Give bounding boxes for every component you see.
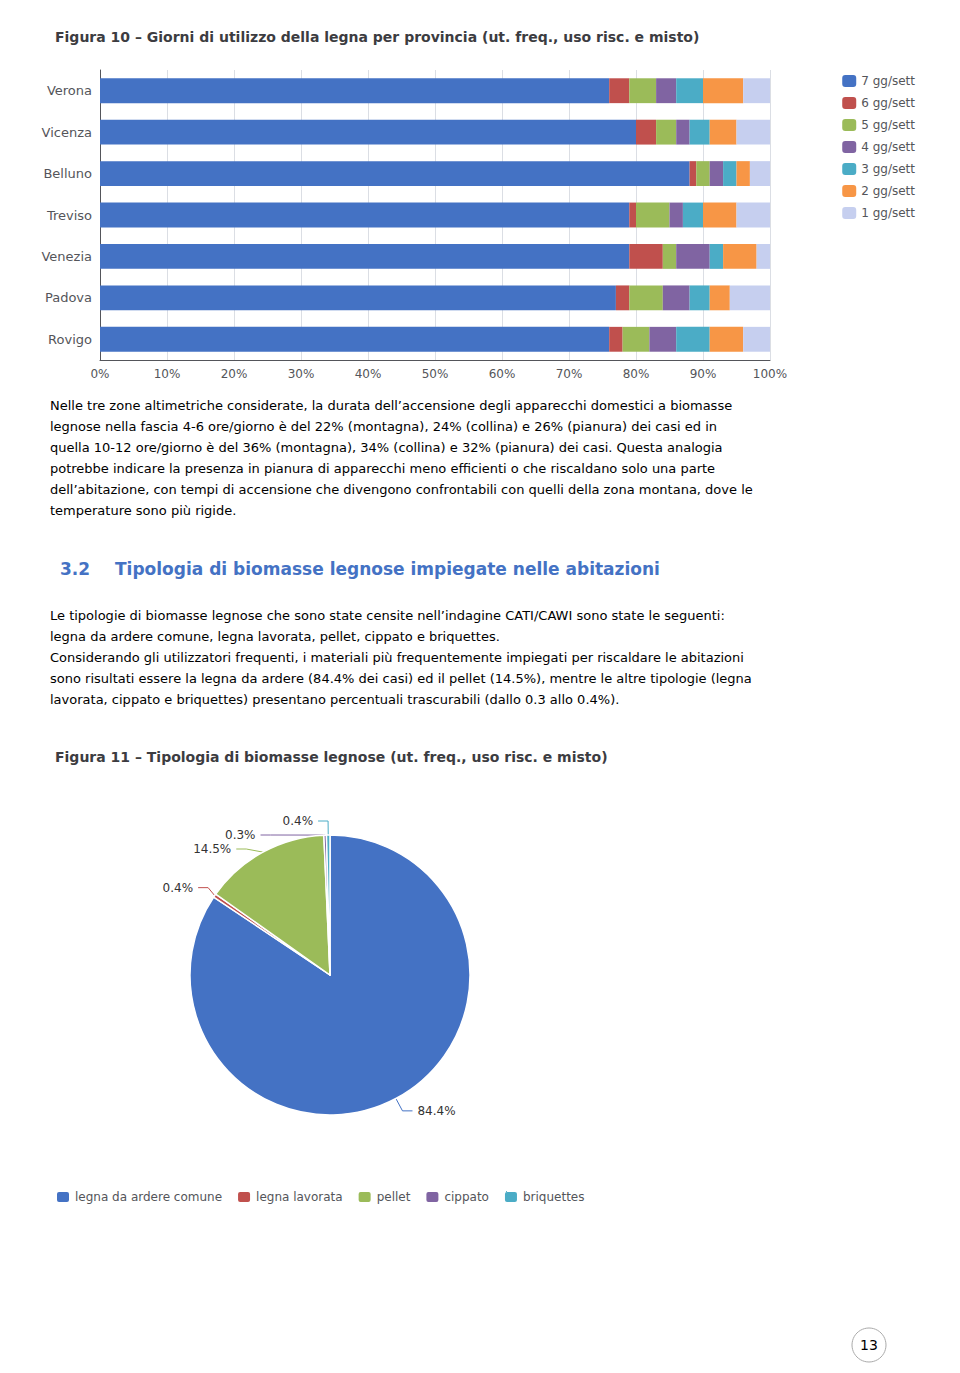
svg-text:5 gg/sett: 5 gg/sett xyxy=(861,118,915,132)
svg-text:70%: 70% xyxy=(556,367,583,381)
svg-text:lavorata, cippato e briquettes: lavorata, cippato e briquettes) presenta… xyxy=(50,692,619,707)
svg-text:Treviso: Treviso xyxy=(46,208,92,223)
svg-text:pellet: pellet xyxy=(377,1190,411,1204)
svg-text:0.4%: 0.4% xyxy=(283,814,314,828)
svg-text:0%: 0% xyxy=(90,367,109,381)
svg-text:quella 10-12 ore/giorno è del: quella 10-12 ore/giorno è del 36% (monta… xyxy=(50,440,723,455)
svg-text:Belluno: Belluno xyxy=(43,166,92,181)
svg-text:7 gg/sett: 7 gg/sett xyxy=(861,74,915,88)
svg-text:potrebbe indicare la presenza: potrebbe indicare la presenza in pianura… xyxy=(50,461,715,476)
svg-text:sono risultati essere la legna: sono risultati essere la legna da ardere… xyxy=(50,671,752,686)
svg-text:temperature sono più rigide.: temperature sono più rigide. xyxy=(50,503,236,518)
svg-text:briquettes: briquettes xyxy=(523,1190,585,1204)
svg-text:Figura 10 – Giorni di utilizzo: Figura 10 – Giorni di utilizzo della leg… xyxy=(55,29,699,45)
svg-text:legna da ardere comune, legna: legna da ardere comune, legna lavorata, … xyxy=(50,629,500,644)
svg-text:13: 13 xyxy=(860,1337,878,1353)
svg-text:0.4%: 0.4% xyxy=(163,881,194,895)
svg-text:30%: 30% xyxy=(288,367,315,381)
svg-text:40%: 40% xyxy=(355,367,382,381)
svg-text:3.2: 3.2 xyxy=(60,559,90,579)
svg-text:Vicenza: Vicenza xyxy=(42,125,92,140)
svg-text:Rovigo: Rovigo xyxy=(48,332,92,347)
svg-text:Verona: Verona xyxy=(47,83,92,98)
svg-text:Le tipologie di biomasse legno: Le tipologie di biomasse legnose che son… xyxy=(50,608,725,623)
svg-text:14.5%: 14.5% xyxy=(193,842,231,856)
svg-text:0.3%: 0.3% xyxy=(225,828,256,842)
svg-text:2 gg/sett: 2 gg/sett xyxy=(861,184,915,198)
svg-text:20%: 20% xyxy=(221,367,248,381)
svg-text:10%: 10% xyxy=(154,367,181,381)
svg-text:84.4%: 84.4% xyxy=(417,1104,455,1118)
svg-text:60%: 60% xyxy=(489,367,516,381)
svg-text:6 gg/sett: 6 gg/sett xyxy=(861,96,915,110)
svg-text:3 gg/sett: 3 gg/sett xyxy=(861,162,915,176)
svg-text:1 gg/sett: 1 gg/sett xyxy=(861,206,915,220)
svg-text:legna da ardere comune: legna da ardere comune xyxy=(75,1190,222,1204)
svg-text:50%: 50% xyxy=(422,367,449,381)
svg-text:cippato: cippato xyxy=(444,1190,489,1204)
svg-text:Venezia: Venezia xyxy=(41,249,92,264)
svg-text:Nelle tre zone altimetriche co: Nelle tre zone altimetriche considerate,… xyxy=(50,398,732,413)
svg-text:dell’abitazione, con tempi di: dell’abitazione, con tempi di accensione… xyxy=(50,482,753,497)
svg-text:100%: 100% xyxy=(753,367,787,381)
svg-text:Considerando gli utilizzatori: Considerando gli utilizzatori frequenti,… xyxy=(50,650,744,665)
svg-text:Figura 11 – Tipologia di bioma: Figura 11 – Tipologia di biomasse legnos… xyxy=(55,749,608,765)
svg-text:Padova: Padova xyxy=(45,290,92,305)
svg-text:80%: 80% xyxy=(623,367,650,381)
svg-text:90%: 90% xyxy=(690,367,717,381)
svg-text:Tipologia di biomasse legnose: Tipologia di biomasse legnose impiegate … xyxy=(115,559,660,579)
svg-text:4 gg/sett: 4 gg/sett xyxy=(861,140,915,154)
svg-text:legna lavorata: legna lavorata xyxy=(256,1190,343,1204)
svg-text:legnose nella fascia 4-6 ore/g: legnose nella fascia 4-6 ore/giorno è de… xyxy=(50,419,717,434)
